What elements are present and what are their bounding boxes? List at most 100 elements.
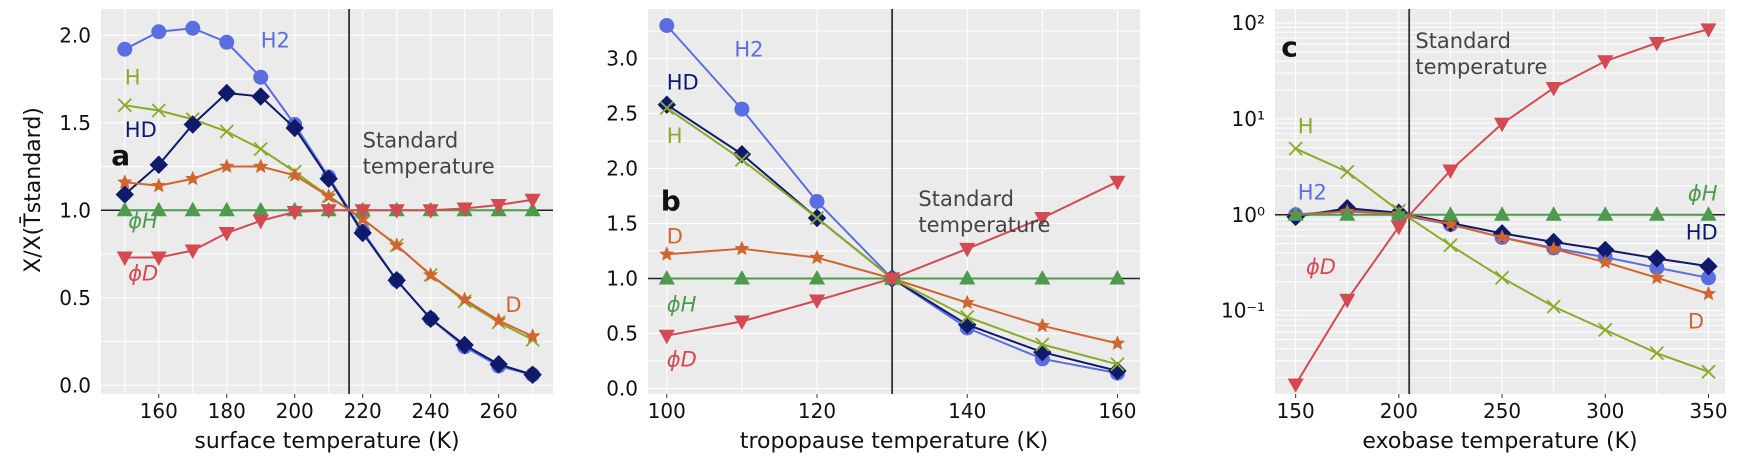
x-axis-title: surface temperature (K) bbox=[194, 429, 459, 454]
data-point bbox=[185, 20, 201, 36]
series-label: D bbox=[1688, 310, 1704, 334]
series-label: HD bbox=[667, 70, 699, 94]
data-point bbox=[959, 242, 976, 258]
data-point bbox=[959, 270, 976, 285]
series-label: H2 bbox=[734, 37, 763, 61]
data-point bbox=[1545, 82, 1562, 97]
data-point bbox=[734, 152, 750, 167]
data-point bbox=[422, 204, 439, 219]
data-point bbox=[1287, 206, 1304, 221]
plot-background bbox=[648, 9, 1140, 394]
series-label: ϕH bbox=[128, 209, 158, 233]
data-point bbox=[388, 204, 405, 219]
data-point bbox=[184, 201, 201, 217]
data-point bbox=[117, 98, 132, 113]
series-label: D bbox=[505, 293, 521, 317]
data-point bbox=[734, 101, 750, 117]
series-D bbox=[117, 158, 541, 343]
series-label: ϕH bbox=[667, 293, 697, 317]
data-point bbox=[1545, 206, 1562, 221]
data-point bbox=[1035, 337, 1050, 352]
y-axis-title: X/X(T̄standard) bbox=[20, 107, 46, 273]
data-point bbox=[253, 141, 268, 157]
x-axis-title: exobase temperature (K) bbox=[1362, 429, 1637, 454]
x-tick-label: 120 bbox=[798, 399, 836, 423]
x-tick-label: 160 bbox=[1098, 399, 1136, 423]
data-point bbox=[958, 315, 977, 334]
data-point bbox=[150, 201, 167, 217]
x-tick-label: 150 bbox=[1277, 399, 1315, 423]
data-point bbox=[287, 167, 303, 182]
series-label: H bbox=[667, 124, 683, 148]
standard-temperature-label: Standard temperature bbox=[363, 128, 495, 178]
panel-letter: a bbox=[111, 139, 130, 172]
x-tick-label: 220 bbox=[344, 399, 382, 423]
data-point bbox=[389, 237, 405, 252]
data-point bbox=[809, 210, 825, 226]
data-point bbox=[115, 185, 134, 204]
y-tick-label: 2.0 bbox=[606, 157, 638, 181]
data-point bbox=[217, 83, 236, 103]
data-point bbox=[1390, 220, 1407, 236]
data-point bbox=[1034, 212, 1051, 227]
data-point bbox=[218, 201, 235, 217]
series-phiD bbox=[1287, 23, 1717, 393]
x-tick-label: 140 bbox=[948, 399, 986, 423]
data-point bbox=[1597, 55, 1614, 70]
series-label: H2 bbox=[261, 29, 290, 53]
data-point bbox=[253, 158, 269, 173]
data-point bbox=[1108, 361, 1127, 381]
series-phiD bbox=[658, 175, 1126, 345]
data-point bbox=[808, 270, 826, 285]
data-point bbox=[354, 204, 371, 219]
series-label: H bbox=[125, 65, 141, 89]
data-point bbox=[253, 69, 269, 85]
data-point bbox=[1493, 206, 1511, 221]
plot-background bbox=[101, 9, 553, 394]
data-point bbox=[320, 204, 337, 219]
data-point bbox=[1288, 141, 1303, 156]
data-point bbox=[960, 309, 975, 325]
data-point bbox=[1597, 254, 1613, 269]
data-point bbox=[1649, 346, 1665, 361]
y-tick-label: 0.5 bbox=[606, 322, 638, 346]
series-HD bbox=[115, 83, 542, 384]
data-point bbox=[1493, 117, 1511, 133]
data-point bbox=[387, 271, 406, 290]
x-tick-label: 100 bbox=[648, 399, 686, 423]
data-point bbox=[151, 103, 166, 118]
data-point bbox=[1034, 270, 1051, 285]
data-point bbox=[1701, 364, 1716, 379]
data-point bbox=[184, 244, 201, 259]
x-tick-label: 250 bbox=[1483, 399, 1521, 423]
data-point bbox=[1442, 164, 1459, 179]
series-label: HD bbox=[125, 118, 157, 142]
data-point bbox=[524, 201, 541, 217]
data-point bbox=[524, 193, 541, 209]
standard-temperature-label: Standard temperature bbox=[1415, 29, 1547, 79]
x-axis-title: tropopause temperature (K) bbox=[740, 429, 1048, 454]
data-point bbox=[117, 174, 133, 189]
y-tick-label: 1.0 bbox=[59, 198, 91, 222]
data-point bbox=[659, 246, 675, 261]
series-label: ϕD bbox=[1306, 255, 1336, 279]
data-point bbox=[219, 158, 235, 173]
y-tick-label: 2.0 bbox=[59, 23, 91, 47]
data-point bbox=[1110, 357, 1125, 372]
data-point bbox=[733, 270, 750, 285]
y-tick-label: 10⁻¹ bbox=[1221, 299, 1265, 323]
x-tick-label: 200 bbox=[1380, 399, 1418, 423]
data-point bbox=[285, 118, 304, 138]
data-point bbox=[1700, 285, 1717, 301]
data-point bbox=[1648, 206, 1665, 221]
x-tick-label: 160 bbox=[140, 399, 178, 423]
data-point bbox=[1596, 240, 1615, 260]
y-tick-label: 1.0 bbox=[606, 267, 638, 291]
data-point bbox=[1494, 229, 1510, 244]
data-point bbox=[423, 267, 439, 282]
data-point bbox=[457, 291, 473, 306]
data-point bbox=[1700, 23, 1717, 38]
data-point bbox=[149, 155, 168, 174]
data-point bbox=[219, 34, 235, 50]
series-label: H bbox=[1298, 115, 1314, 139]
